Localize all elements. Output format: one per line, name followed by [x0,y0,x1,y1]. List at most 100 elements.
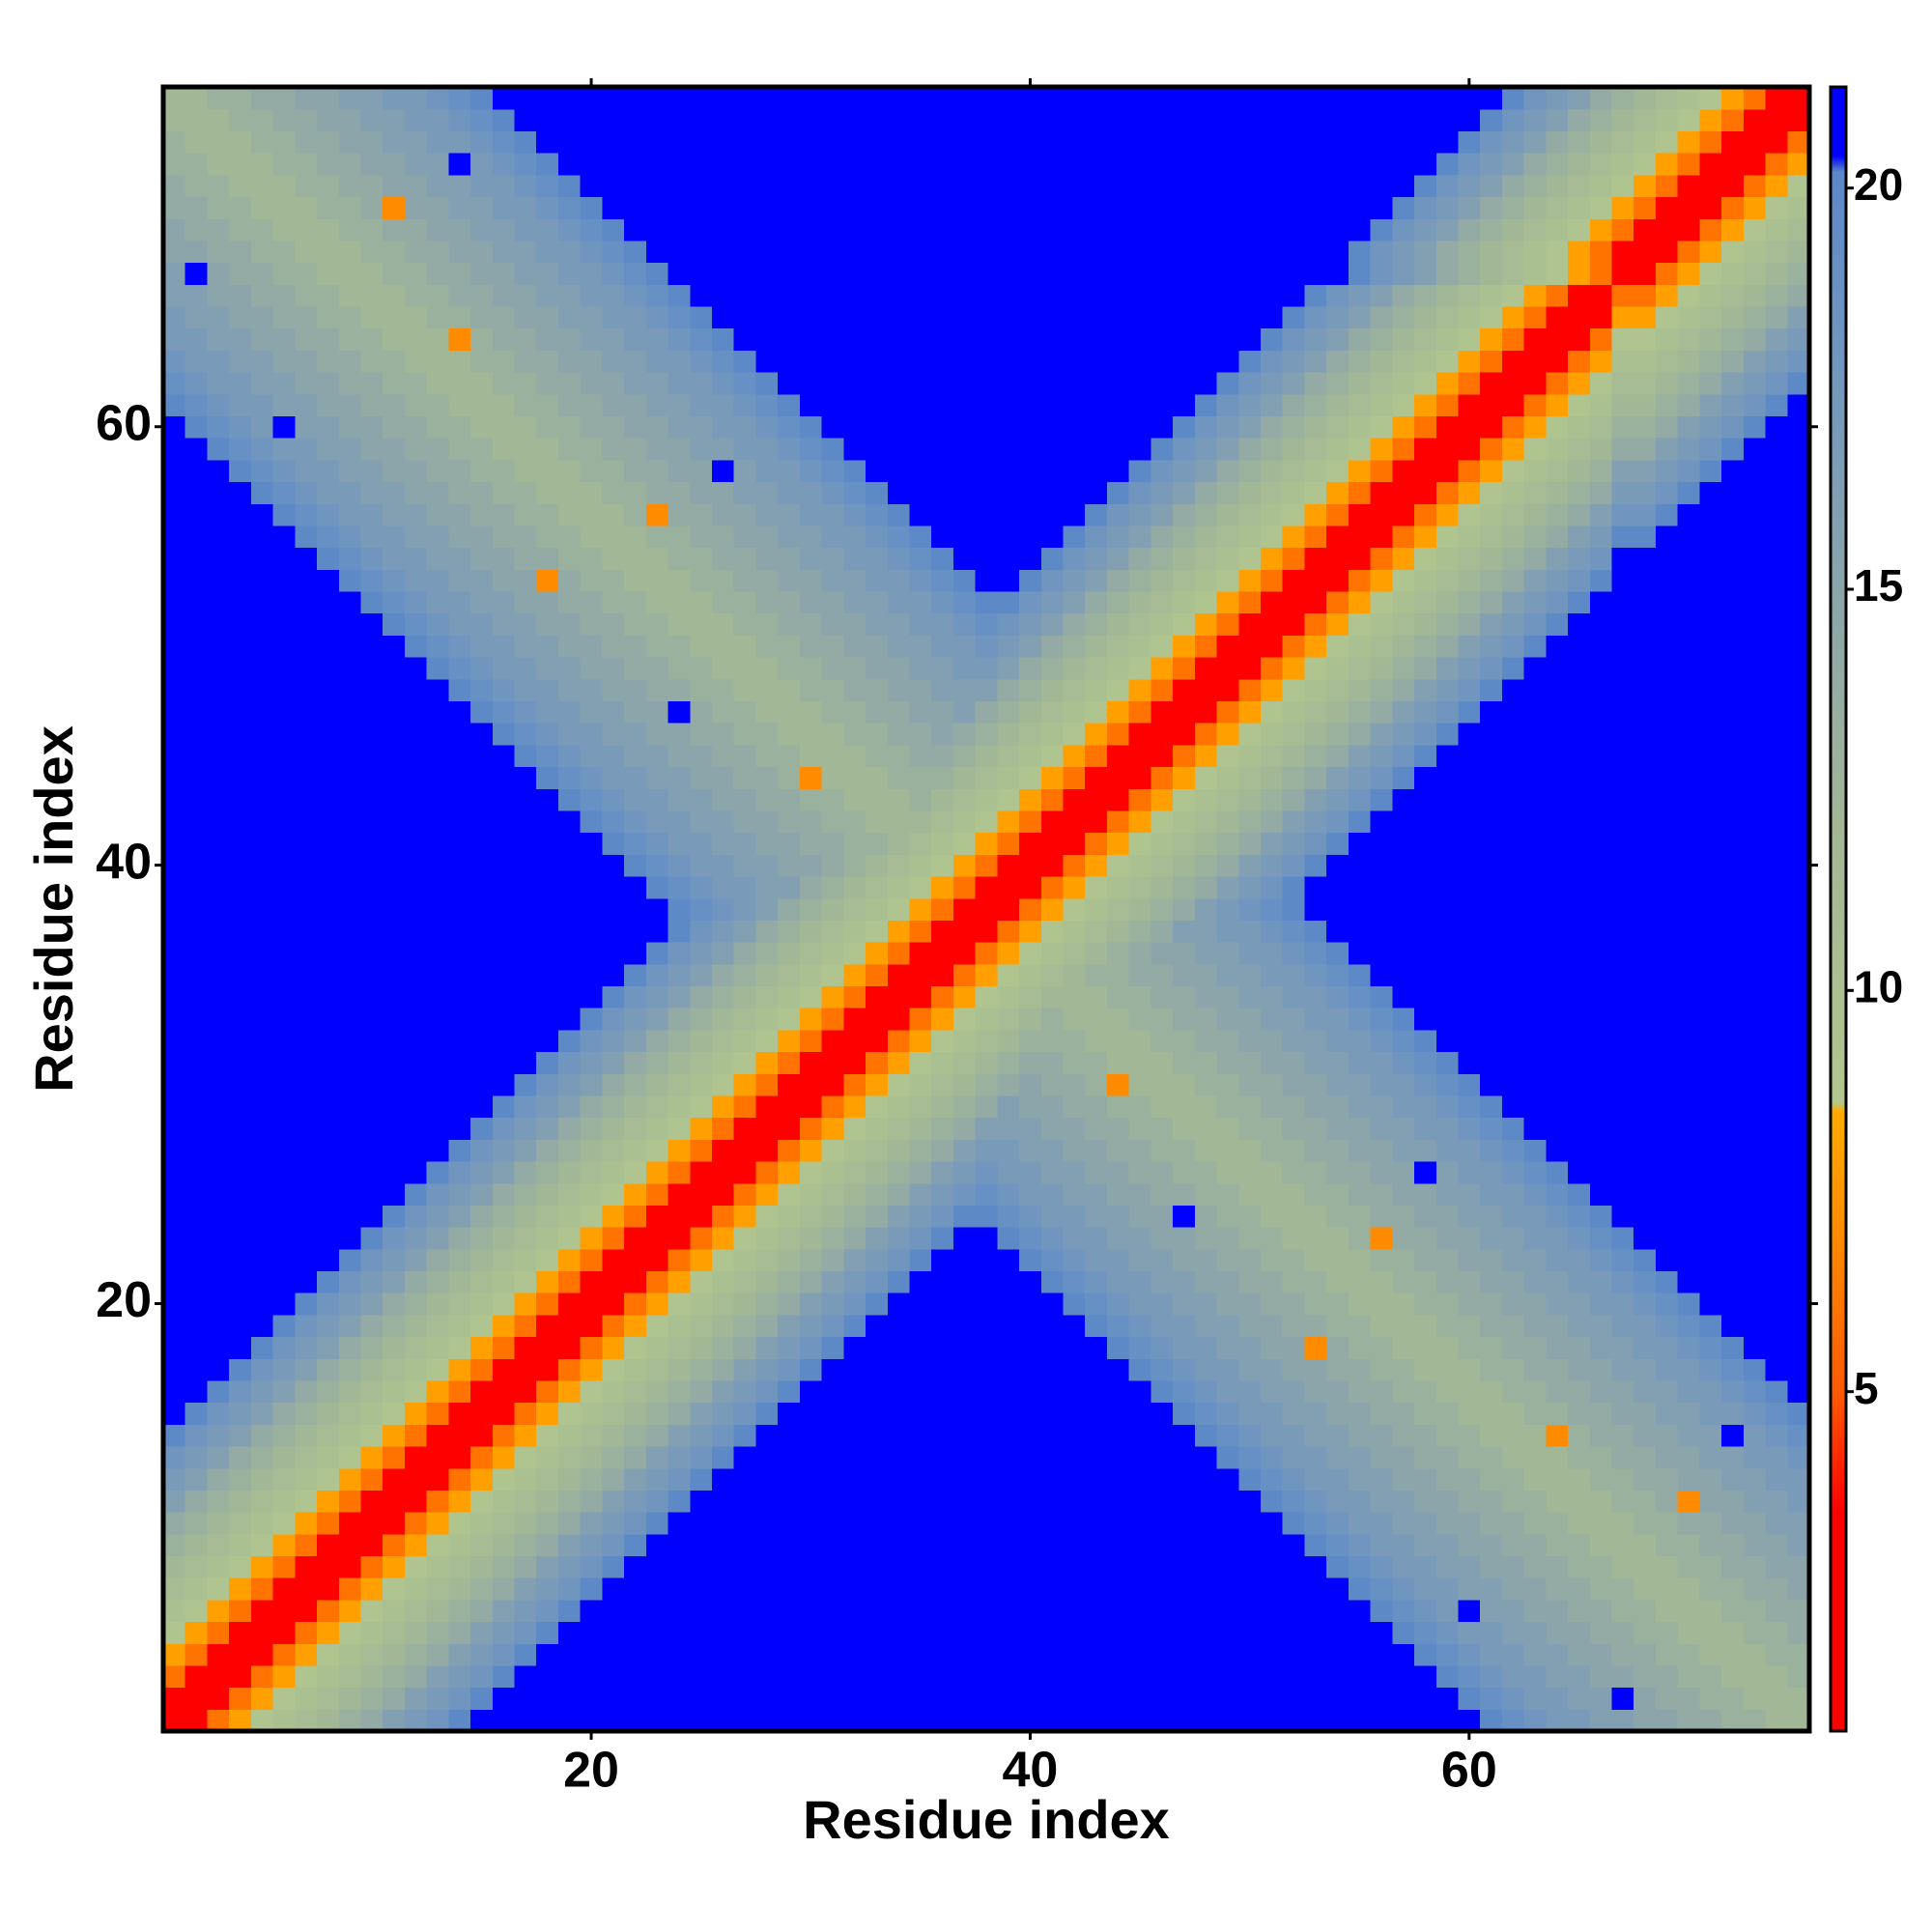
heatmap-cell [404,569,428,592]
heatmap-cell [1106,569,1130,592]
heatmap-cell [426,327,449,351]
heatmap-cell [866,262,889,285]
heatmap-cell [1040,1094,1065,1119]
heatmap-cell [1611,1182,1634,1206]
heatmap-cell [1655,1160,1679,1184]
heatmap-cell [426,1424,449,1447]
heatmap-cell [1501,1664,1525,1689]
heatmap-cell [1523,218,1547,242]
heatmap-cell [733,1599,757,1623]
heatmap-cell [229,1424,252,1447]
heatmap-cell [1063,1467,1086,1491]
heatmap-cell [1655,963,1679,987]
heatmap-cell [843,327,867,351]
heatmap-cell [360,1270,384,1293]
heatmap-cell [909,963,932,987]
heatmap-cell [1326,766,1350,789]
heatmap-cell [317,503,340,526]
heatmap-cell [975,963,998,987]
heatmap-cell [360,985,384,1009]
heatmap-cell [799,1336,823,1359]
heatmap-cell [272,372,296,395]
heatmap-cell [1370,1577,1393,1601]
heatmap-cell [1063,547,1086,570]
heatmap-cell [821,1402,844,1425]
heatmap-cell [645,678,669,702]
heatmap-cell [1392,612,1415,636]
heatmap-cell [557,1402,582,1425]
heatmap-cell [1611,1555,1634,1578]
heatmap-cell [821,1621,844,1644]
heatmap-cell [360,1248,384,1272]
heatmap-cell [645,810,669,834]
heatmap-cell [1677,372,1700,395]
heatmap-cell [1304,1555,1327,1578]
heatmap-cell [1568,963,1591,987]
heatmap-cell [1304,503,1327,526]
heatmap-cell [1282,1008,1306,1031]
heatmap-cell [1085,1664,1108,1689]
heatmap-cell [250,503,274,526]
heatmap-cell [1699,1051,1722,1074]
heatmap-cell [887,832,911,855]
heatmap-cell [1106,350,1130,373]
heatmap-cell [733,657,757,680]
heatmap-cell [843,218,867,242]
heatmap-cell [229,1314,252,1338]
heatmap-cell [1348,920,1372,943]
heatmap-cell [668,1270,691,1293]
heatmap-cell [1634,678,1657,702]
heatmap-cell [821,1139,844,1162]
heatmap-cell [975,875,998,899]
heatmap-cell [536,525,559,549]
heatmap-cell [1458,1621,1481,1644]
heatmap-cell [1392,1270,1415,1293]
heatmap-cell [1568,1008,1591,1031]
heatmap-cell [1019,481,1042,504]
heatmap-cell [778,875,801,899]
heatmap-cell [1348,262,1372,285]
heatmap-cell [1106,1270,1130,1293]
heatmap-cell [295,1643,318,1666]
heatmap-cell [250,678,274,702]
heatmap-cell [1216,1490,1239,1513]
heatmap-cell [1546,1533,1569,1557]
heatmap-cell [1106,963,1130,987]
heatmap-cell [470,284,494,307]
heatmap-cell [536,920,559,943]
heatmap-cell [1699,963,1722,987]
heatmap-cell [470,1424,494,1447]
heatmap-cell [514,459,537,483]
heatmap-cell [1261,1599,1284,1623]
heatmap-cell [492,766,516,789]
heatmap-cell [557,1182,582,1206]
heatmap-cell [1523,1051,1547,1074]
heatmap-cell [580,547,603,570]
heatmap-cell [778,569,801,592]
heatmap-cell [866,1029,889,1053]
heatmap-cell [250,372,274,395]
heatmap-cell [1589,305,1613,329]
heatmap-cell [1546,1227,1569,1250]
heatmap-cell [1480,723,1503,746]
heatmap-cell [360,350,384,373]
heatmap-cell [712,1643,735,1666]
heatmap-cell [1238,1094,1262,1119]
heatmap-cell [843,547,867,570]
heatmap-cell [1151,1094,1174,1119]
heatmap-cell [1634,1008,1657,1031]
heatmap-cell [317,1182,340,1206]
heatmap-cell [1370,1664,1393,1689]
heatmap-cell [712,810,735,834]
heatmap-cell [272,590,296,614]
heatmap-cell [624,1445,647,1469]
heatmap-cell [1458,1008,1481,1031]
heatmap-cell [624,1293,647,1316]
heatmap-cell [163,1073,186,1096]
heatmap-cell [909,1577,932,1601]
heatmap-cell [1458,1424,1481,1447]
heatmap-cell [514,1467,537,1491]
heatmap-cell [492,1643,516,1666]
heatmap-cell [975,1424,998,1447]
heatmap-cell [909,897,932,921]
